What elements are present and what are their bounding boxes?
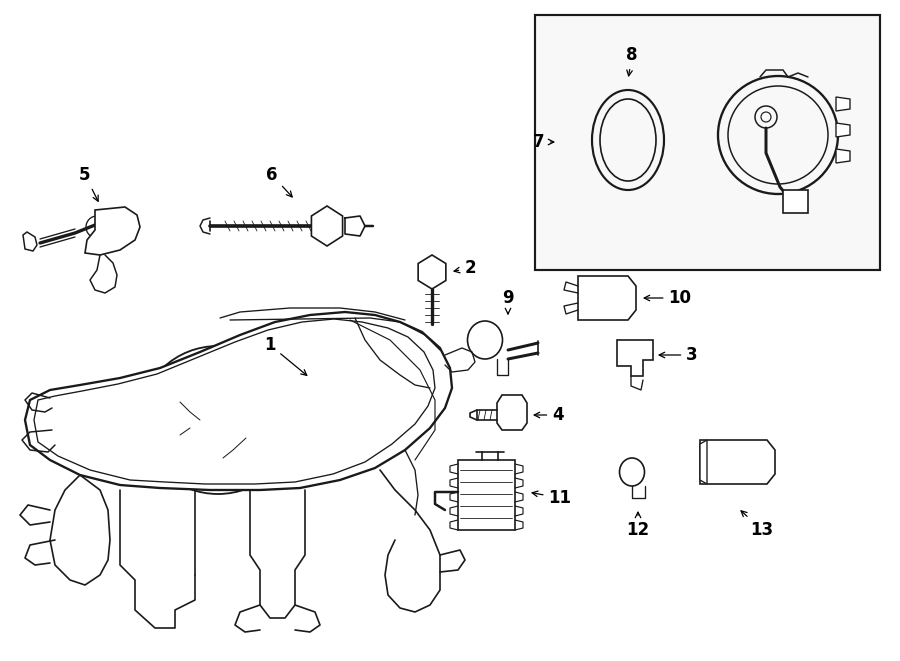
Text: 1: 1	[265, 336, 307, 375]
Polygon shape	[783, 190, 808, 213]
Polygon shape	[578, 276, 636, 320]
Polygon shape	[836, 123, 850, 137]
Text: 8: 8	[626, 46, 638, 76]
Polygon shape	[700, 440, 775, 484]
Bar	[535, 15, 880, 270]
Text: 7: 7	[534, 133, 554, 151]
Text: 13: 13	[741, 511, 774, 539]
Polygon shape	[418, 255, 446, 289]
Polygon shape	[700, 440, 707, 484]
Polygon shape	[497, 395, 527, 430]
Polygon shape	[836, 97, 850, 111]
Text: 11: 11	[532, 489, 572, 507]
Polygon shape	[85, 207, 140, 255]
Polygon shape	[836, 149, 850, 163]
Text: 2: 2	[454, 259, 476, 277]
Polygon shape	[311, 206, 343, 246]
Text: 6: 6	[266, 166, 292, 197]
Text: 12: 12	[626, 512, 650, 539]
Polygon shape	[23, 232, 37, 251]
Text: 3: 3	[659, 346, 698, 364]
Polygon shape	[34, 319, 435, 484]
Polygon shape	[617, 340, 653, 376]
Text: 9: 9	[502, 289, 514, 314]
Polygon shape	[458, 460, 515, 530]
Text: 4: 4	[535, 406, 563, 424]
Text: 10: 10	[644, 289, 691, 307]
Polygon shape	[25, 312, 452, 490]
Text: 5: 5	[79, 166, 98, 201]
